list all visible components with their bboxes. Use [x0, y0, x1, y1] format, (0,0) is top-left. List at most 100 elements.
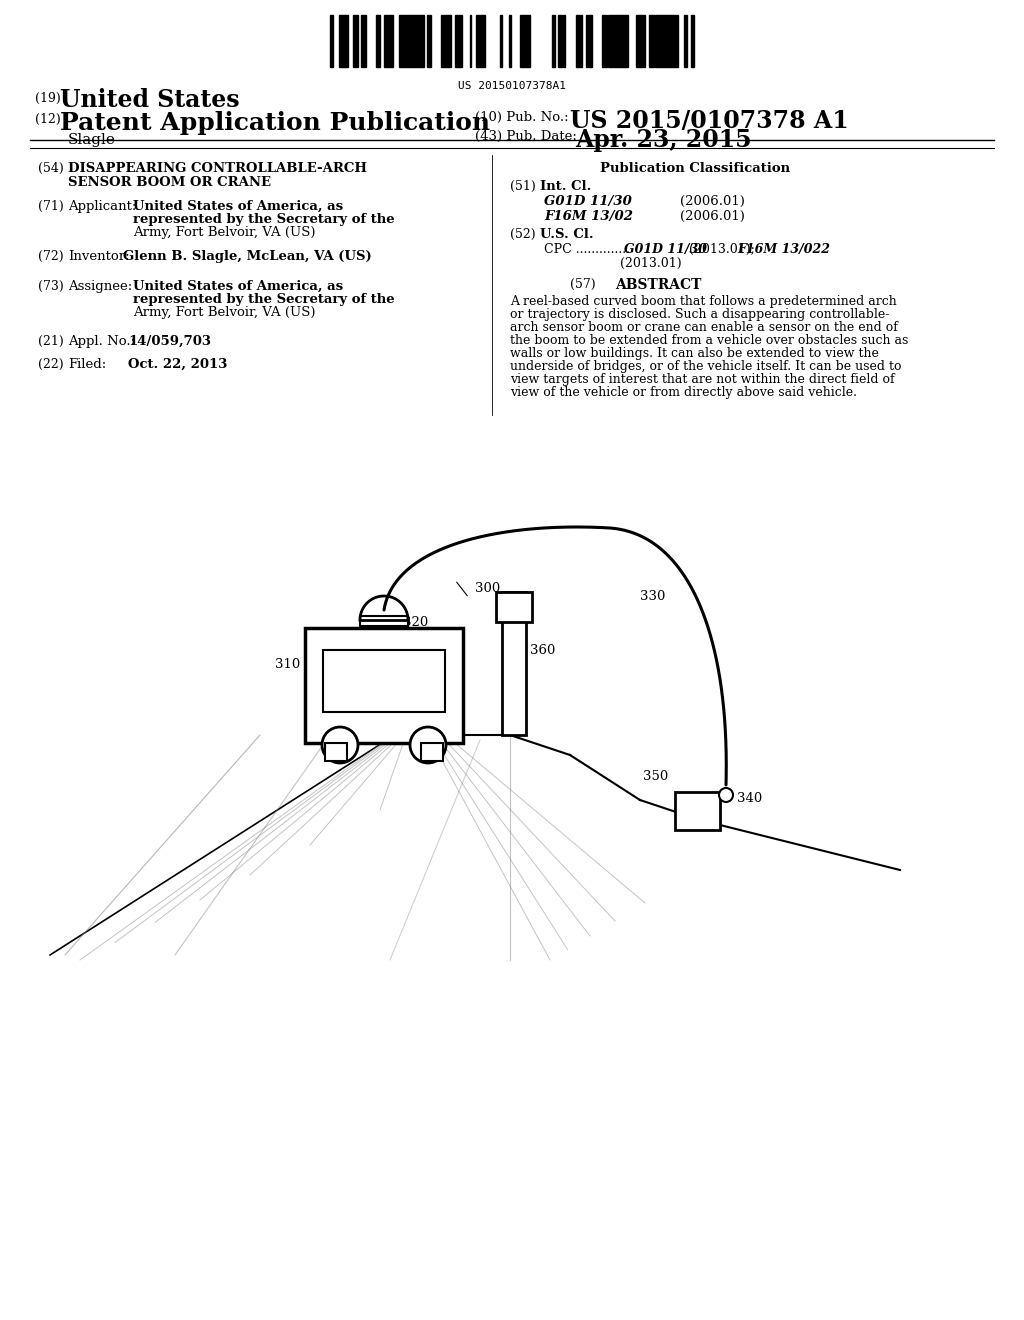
Bar [421, 15, 424, 67]
Bar [552, 15, 555, 67]
Text: 340: 340 [737, 792, 762, 804]
Bar [527, 15, 530, 67]
Text: view targets of interest that are not within the direct field of: view targets of interest that are not wi… [510, 374, 895, 385]
Bar [586, 15, 591, 67]
Bar [421, 743, 443, 762]
Text: Applicant:: Applicant: [68, 201, 136, 213]
Text: U.S. Cl.: U.S. Cl. [540, 228, 594, 242]
Text: United States: United States [60, 88, 240, 112]
Text: United States of America, as: United States of America, as [133, 201, 343, 213]
Bar [636, 15, 638, 67]
Text: (10) Pub. No.:: (10) Pub. No.: [475, 111, 568, 124]
Bar [684, 15, 687, 67]
Text: Appl. No.:: Appl. No.: [68, 335, 135, 348]
Text: 330: 330 [640, 590, 666, 602]
Text: (2013.01): (2013.01) [620, 257, 682, 271]
Text: (72): (72) [38, 249, 63, 263]
Bar [483, 15, 485, 67]
Bar [500, 15, 502, 67]
Text: walls or low buildings. It can also be extended to view the: walls or low buildings. It can also be e… [510, 347, 879, 360]
Bar [478, 15, 483, 67]
Bar [675, 792, 720, 830]
Text: Oct. 22, 2013: Oct. 22, 2013 [128, 358, 227, 371]
Text: Int. Cl.: Int. Cl. [540, 180, 592, 193]
Text: 360: 360 [530, 644, 555, 656]
Text: (19): (19) [35, 92, 60, 106]
Text: (71): (71) [38, 201, 63, 213]
Text: US 20150107378A1: US 20150107378A1 [458, 81, 566, 91]
Bar [611, 15, 616, 67]
Text: Assignee:: Assignee: [68, 280, 132, 293]
Text: 310: 310 [274, 659, 300, 672]
Text: (2006.01): (2006.01) [680, 195, 744, 209]
Text: 14/059,703: 14/059,703 [128, 335, 211, 348]
Text: (2013.01);: (2013.01); [689, 243, 755, 256]
Text: (2006.01): (2006.01) [680, 210, 744, 223]
Bar [509, 15, 511, 67]
Text: or trajectory is disclosed. Such a disappearing controllable-: or trajectory is disclosed. Such a disap… [510, 308, 890, 321]
Text: Publication Classification: Publication Classification [600, 162, 791, 176]
Bar [330, 15, 333, 67]
Text: F16M 13/022: F16M 13/022 [737, 243, 830, 256]
Text: underside of bridges, or of the vehicle itself. It can be used to: underside of bridges, or of the vehicle … [510, 360, 901, 374]
Text: DISAPPEARING CONTROLLABLE-ARCH: DISAPPEARING CONTROLLABLE-ARCH [68, 162, 367, 176]
Bar [441, 15, 446, 67]
Text: Army, Fort Belvoir, VA (US): Army, Fort Belvoir, VA (US) [133, 306, 315, 319]
Text: A reel-based curved boom that follows a predetermined arch: A reel-based curved boom that follows a … [510, 294, 897, 308]
Bar [522, 15, 527, 67]
Bar [691, 15, 694, 67]
Bar [638, 15, 640, 67]
Text: (57): (57) [570, 279, 596, 290]
Bar [427, 15, 431, 67]
Bar [446, 15, 451, 67]
Bar [673, 15, 678, 67]
Text: the boom to be extended from a vehicle over obstacles such as: the boom to be extended from a vehicle o… [510, 334, 908, 347]
Bar [305, 628, 463, 743]
Bar [360, 616, 408, 626]
Bar [459, 15, 462, 67]
Bar [520, 15, 522, 67]
Text: United States of America, as: United States of America, as [133, 280, 343, 293]
Bar [361, 15, 366, 67]
Text: ABSTRACT: ABSTRACT [615, 279, 701, 292]
Bar [608, 15, 611, 67]
Bar [623, 15, 628, 67]
Text: Slagle: Slagle [68, 133, 116, 147]
Text: (51): (51) [510, 180, 536, 193]
Text: (54): (54) [38, 162, 63, 176]
Bar [325, 743, 347, 762]
Text: F16M 13/02: F16M 13/02 [544, 210, 633, 223]
Text: Army, Fort Belvoir, VA (US): Army, Fort Belvoir, VA (US) [133, 226, 315, 239]
Text: SENSOR BOOM OR CRANE: SENSOR BOOM OR CRANE [68, 176, 271, 189]
Text: Filed:: Filed: [68, 358, 106, 371]
Bar [476, 15, 478, 67]
Text: Apr. 23, 2015: Apr. 23, 2015 [575, 128, 752, 152]
Text: G01D 11/30: G01D 11/30 [624, 243, 707, 256]
Bar [558, 15, 562, 67]
Text: Glenn B. Slagle, McLean, VA (US): Glenn B. Slagle, McLean, VA (US) [123, 249, 372, 263]
Text: view of the vehicle or from directly above said vehicle.: view of the vehicle or from directly abo… [510, 385, 857, 399]
Bar [376, 15, 380, 67]
Text: Inventor:: Inventor: [68, 249, 130, 263]
Bar [390, 15, 393, 67]
Bar [563, 15, 565, 67]
Text: Patent Application Publication: Patent Application Publication [60, 111, 490, 135]
Text: (73): (73) [38, 280, 63, 293]
Text: represented by the Secretary of the: represented by the Secretary of the [133, 213, 394, 226]
Text: (21): (21) [38, 335, 63, 348]
Bar [455, 15, 459, 67]
Text: (22): (22) [38, 358, 63, 371]
Text: (52): (52) [510, 228, 536, 242]
Text: (43) Pub. Date:: (43) Pub. Date: [475, 129, 577, 143]
Bar [339, 15, 344, 67]
Bar [603, 15, 607, 67]
Bar [496, 591, 532, 622]
Bar [502, 591, 526, 735]
Circle shape [410, 727, 446, 763]
Text: represented by the Secretary of the: represented by the Secretary of the [133, 293, 394, 306]
Text: CPC ..............: CPC .............. [544, 243, 630, 256]
Bar [658, 15, 662, 67]
Bar [649, 15, 654, 67]
Bar [662, 15, 667, 67]
Bar [399, 15, 404, 67]
